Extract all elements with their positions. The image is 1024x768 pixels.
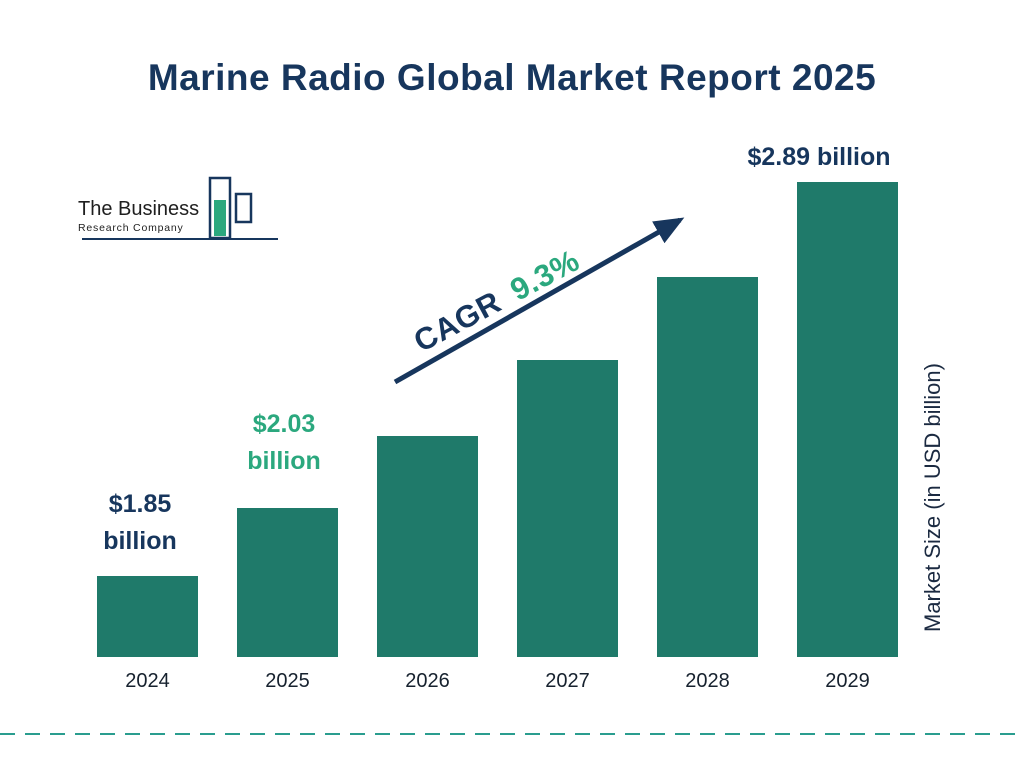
bar-column-2024: 2024 bbox=[97, 576, 198, 692]
x-axis-label-2024: 2024 bbox=[125, 670, 170, 692]
dashed-divider bbox=[0, 733, 1024, 735]
logo-text-line1: The Business bbox=[78, 198, 200, 220]
bar-2026 bbox=[377, 436, 478, 657]
bar-column-2027: 2027 bbox=[517, 360, 618, 692]
bar-2027 bbox=[517, 360, 618, 657]
x-axis-label-2029: 2029 bbox=[825, 670, 870, 692]
bar-2025 bbox=[237, 508, 338, 657]
bar-2029 bbox=[797, 182, 898, 657]
x-axis-label-2028: 2028 bbox=[685, 670, 730, 692]
x-axis-label-2025: 2025 bbox=[265, 670, 310, 692]
bar-column-2028: 2028 bbox=[657, 277, 758, 692]
page-title: Marine Radio Global Market Report 2025 bbox=[147, 56, 877, 98]
value-label-2024: $1.85 billion bbox=[52, 486, 228, 560]
logo-underline bbox=[82, 238, 278, 240]
x-axis-label-2026: 2026 bbox=[405, 670, 450, 692]
value-label-2024-value: $1.85 bbox=[108, 490, 172, 518]
bar-2028 bbox=[657, 277, 758, 657]
logo: The Business Research Company bbox=[78, 176, 288, 246]
y-axis-title: Market Size (in USD billion) bbox=[920, 363, 945, 633]
bar-column-2029: 2029 bbox=[797, 182, 898, 692]
logo-text-line2: Research Company bbox=[78, 222, 184, 234]
bar-group: 2024 2025 2026 2027 2028 2029 bbox=[97, 182, 898, 692]
x-axis-label-2027: 2027 bbox=[545, 670, 590, 692]
value-label-2024-unit: billion bbox=[103, 527, 177, 555]
value-label-2025: $2.03 billion bbox=[196, 406, 372, 480]
bar-column-2025: 2025 bbox=[237, 508, 338, 692]
value-label-2029: $2.89 billion bbox=[747, 143, 891, 171]
bar-2024 bbox=[97, 576, 198, 657]
value-label-2025-value: $2.03 bbox=[252, 410, 316, 438]
growth-arrow bbox=[393, 217, 685, 385]
value-label-2025-unit: billion bbox=[247, 447, 321, 475]
logo-text: The Business Research Company bbox=[78, 198, 199, 234]
bar-column-2026: 2026 bbox=[377, 436, 478, 692]
